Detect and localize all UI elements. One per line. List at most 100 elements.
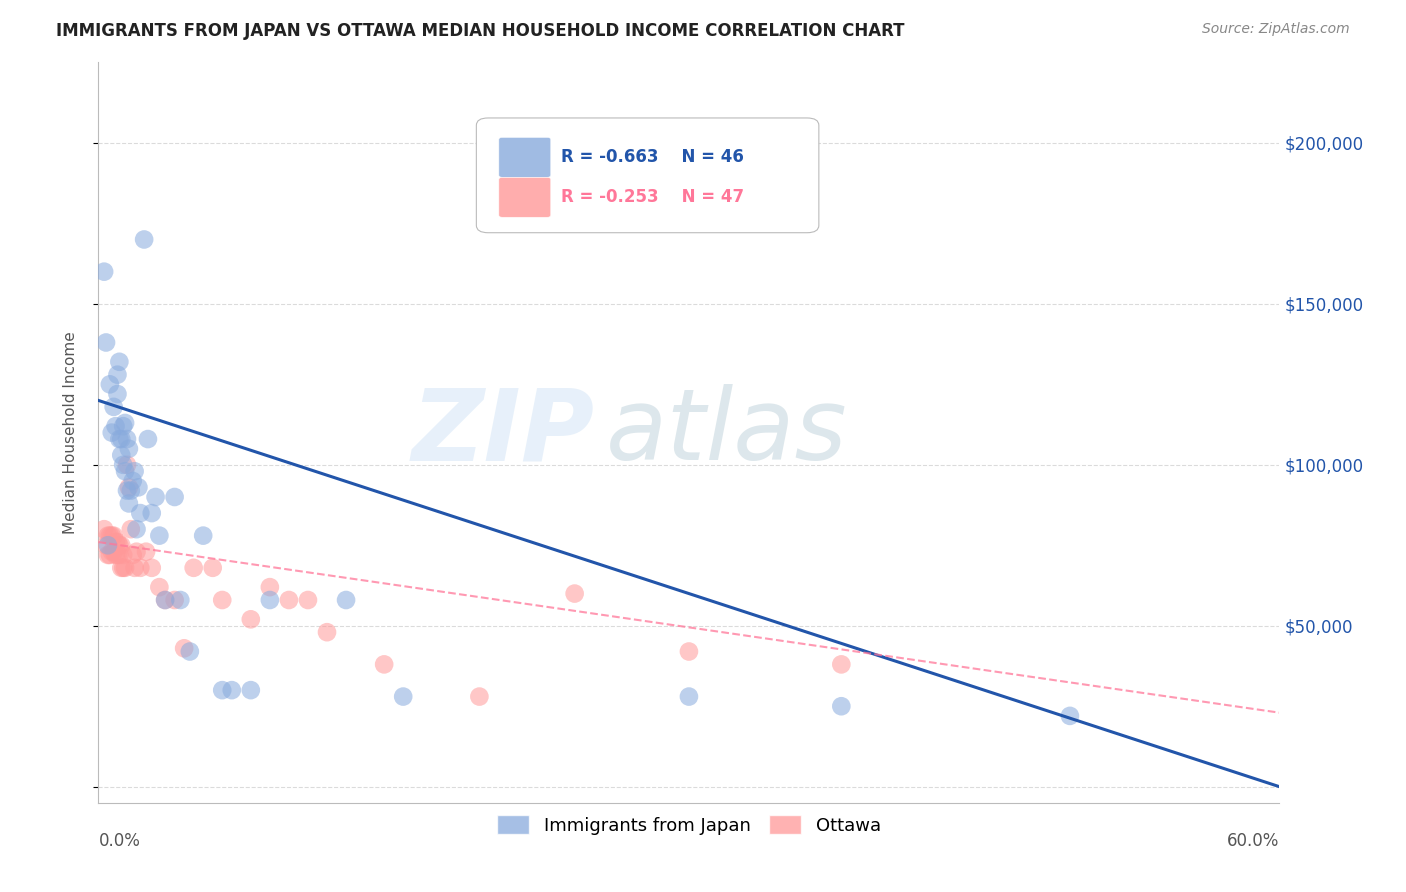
Point: [110, 561, 132, 575]
Point: [97, 528, 120, 542]
Point: [120, 483, 142, 498]
Point: [118, 480, 141, 494]
FancyBboxPatch shape: [499, 137, 551, 178]
Point: [124, 561, 146, 575]
Point: [163, 593, 186, 607]
Point: [239, 612, 262, 626]
Point: [103, 400, 125, 414]
Point: [201, 561, 224, 575]
Legend: Immigrants from Japan, Ottawa: Immigrants from Japan, Ottawa: [489, 807, 889, 842]
Point: [173, 641, 195, 656]
Point: [110, 448, 132, 462]
Point: [136, 432, 159, 446]
Point: [112, 458, 135, 472]
Point: [98, 548, 121, 562]
Point: [239, 683, 262, 698]
Text: 60.0%: 60.0%: [1227, 832, 1279, 850]
Point: [93, 265, 115, 279]
Point: [193, 528, 215, 542]
Point: [564, 586, 586, 600]
Point: [107, 535, 129, 549]
Point: [392, 690, 415, 704]
Point: [125, 522, 148, 536]
Point: [211, 683, 233, 698]
Point: [145, 490, 167, 504]
Point: [830, 657, 852, 672]
Point: [100, 545, 122, 559]
Point: [110, 538, 132, 552]
Point: [259, 593, 281, 607]
Point: [678, 644, 700, 658]
Point: [94, 335, 117, 350]
Point: [115, 458, 138, 472]
Point: [141, 506, 163, 520]
Text: R = -0.663    N = 46: R = -0.663 N = 46: [561, 148, 744, 166]
Point: [830, 699, 852, 714]
Point: [134, 232, 156, 246]
Point: [118, 442, 141, 456]
Point: [108, 432, 131, 446]
Point: [112, 561, 135, 575]
Point: [121, 474, 143, 488]
Point: [121, 548, 143, 562]
Point: [153, 593, 176, 607]
Point: [221, 683, 243, 698]
Point: [335, 593, 357, 607]
Point: [468, 690, 491, 704]
Point: [118, 496, 141, 510]
Point: [179, 644, 201, 658]
Point: [1059, 709, 1081, 723]
Point: [108, 548, 131, 562]
Point: [163, 490, 186, 504]
FancyBboxPatch shape: [477, 118, 818, 233]
Point: [98, 528, 121, 542]
Text: IMMIGRANTS FROM JAPAN VS OTTAWA MEDIAN HOUSEHOLD INCOME CORRELATION CHART: IMMIGRANTS FROM JAPAN VS OTTAWA MEDIAN H…: [56, 22, 904, 40]
Point: [183, 561, 205, 575]
Point: [678, 690, 700, 704]
Point: [373, 657, 395, 672]
Text: R = -0.253    N = 47: R = -0.253 N = 47: [561, 188, 745, 206]
Point: [316, 625, 339, 640]
Point: [211, 593, 233, 607]
Text: Source: ZipAtlas.com: Source: ZipAtlas.com: [1202, 22, 1350, 37]
Point: [108, 538, 131, 552]
Point: [120, 522, 142, 536]
Point: [297, 593, 319, 607]
Point: [97, 538, 120, 552]
FancyBboxPatch shape: [499, 178, 551, 218]
Y-axis label: Median Household Income: Median Household Income: [63, 331, 77, 534]
Point: [104, 535, 127, 549]
Point: [107, 368, 129, 382]
Point: [100, 425, 122, 440]
Point: [277, 593, 299, 607]
Point: [127, 480, 149, 494]
Point: [141, 561, 163, 575]
Point: [115, 432, 138, 446]
Point: [107, 387, 129, 401]
Point: [169, 593, 191, 607]
Point: [148, 528, 170, 542]
Point: [97, 548, 120, 562]
Point: [112, 548, 135, 562]
Point: [94, 538, 117, 552]
Point: [100, 528, 122, 542]
Text: 0.0%: 0.0%: [98, 832, 141, 850]
Point: [107, 548, 129, 562]
Point: [114, 561, 136, 575]
Point: [125, 545, 148, 559]
Point: [93, 522, 115, 536]
Point: [104, 548, 127, 562]
Point: [259, 580, 281, 594]
Point: [110, 432, 132, 446]
Point: [104, 419, 127, 434]
Point: [114, 416, 136, 430]
Point: [148, 580, 170, 594]
Point: [112, 419, 135, 434]
Point: [129, 561, 152, 575]
Point: [114, 464, 136, 478]
Point: [124, 464, 146, 478]
Point: [98, 377, 121, 392]
Point: [108, 355, 131, 369]
Point: [115, 483, 138, 498]
Point: [153, 593, 176, 607]
